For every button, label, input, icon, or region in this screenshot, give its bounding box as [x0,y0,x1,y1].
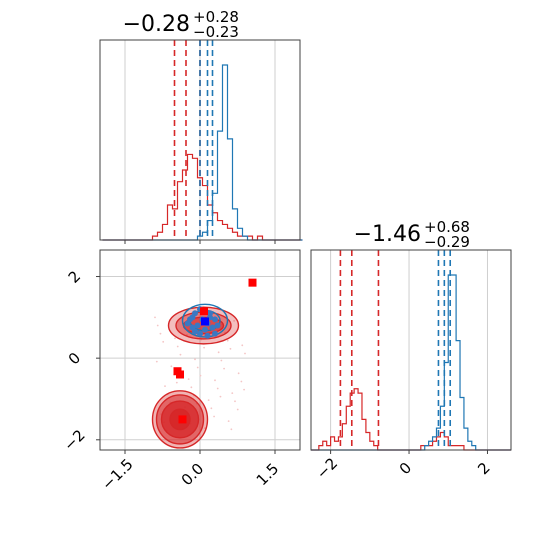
y-tick-label: −2 [60,426,88,454]
sample-point [226,339,229,342]
sample-point [203,346,205,349]
sample-point [217,351,220,354]
sample-point [230,428,233,431]
blue-sample-point [184,320,191,327]
sample-point [219,395,222,398]
marginal-1-panel [99,39,303,244]
sample-point [233,319,235,322]
sample-point [194,358,196,361]
sample-point [244,352,246,355]
sample-point [207,399,210,402]
histogram-series-1 [102,64,303,241]
sample-point [190,386,193,389]
sample-point [159,332,162,335]
marginal-2-panel: −2 0 2 [310,249,512,483]
marginal-2-title: −1.46 [354,222,421,247]
sample-point [236,408,239,411]
sample-point [216,387,219,390]
red-square-marker [178,415,187,424]
marginal-1-title-sup: +0.28 [193,8,239,26]
sample-point [185,333,188,336]
blue-sample-point [214,322,221,329]
blue-sample-point [192,328,198,335]
x-tick-label: 2 [474,459,493,478]
red-square-marker [248,278,257,287]
sample-point [179,353,182,356]
blue-sample-point [204,332,211,339]
x-tick-label: 0 [396,459,415,478]
y-tick-label: 2 [65,267,84,286]
blue-sample-point [212,316,218,323]
sample-point [237,372,240,375]
marginal-2-title-sub: −0.29 [424,233,470,251]
sample-point [199,374,202,377]
sample-point [164,385,166,388]
sample-point [155,360,158,363]
red-square-marker [176,370,184,379]
x-tick-label: 1.5 [253,460,283,490]
panel-frame [310,249,512,451]
sample-point [196,366,199,369]
blue-sample-point [194,322,201,329]
sample-point [227,420,230,423]
blue-sample-point [202,326,208,333]
sample-point [214,379,216,382]
histogram-series-0 [102,153,303,241]
sample-point [229,347,232,350]
blue-square-marker [201,317,209,326]
sample-point [156,324,159,327]
sample-point [234,400,236,403]
sample-point [170,365,173,368]
blue-sample-point [197,330,203,337]
sample-point [240,380,243,383]
sample-point [241,344,244,347]
grid [330,250,488,450]
sample-point [243,388,245,391]
marginal-1-title-sub: −0.23 [193,23,239,41]
blue-sample-point [212,330,218,337]
sample-point [187,378,190,381]
x-tick-label: −1.5 [98,455,136,493]
marginal-1-title: −0.28 [123,12,190,37]
sample-point [154,316,156,319]
blue-sample-point [209,324,216,331]
sample-point [162,340,165,343]
marginal-2-title-sup: +0.68 [424,218,470,236]
sample-point [231,392,234,395]
red-square-marker [200,307,208,316]
sample-point [174,337,176,340]
sample-point [176,345,179,348]
x-tick-label: −2 [313,454,341,482]
sample-point [223,367,225,370]
sample-point [210,407,213,410]
sample-point [213,415,215,418]
blue-sample-point [189,314,196,321]
x-tick-label: 0.0 [178,460,208,490]
joint-2d-panel: −1.5 0.0 1.5 −2 0 2 [60,249,301,494]
sample-point [220,359,223,362]
y-tick-label: 0 [65,349,84,368]
sample-point [175,381,178,384]
